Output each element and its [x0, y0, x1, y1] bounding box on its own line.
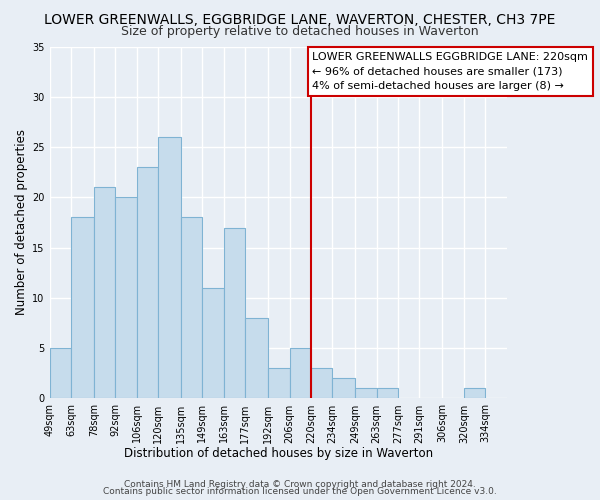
Bar — [377, 388, 398, 398]
Bar — [464, 388, 485, 398]
Bar — [137, 167, 158, 398]
Bar — [94, 188, 115, 398]
Bar — [202, 288, 224, 399]
Text: Size of property relative to detached houses in Waverton: Size of property relative to detached ho… — [121, 25, 479, 38]
Bar — [311, 368, 332, 398]
X-axis label: Distribution of detached houses by size in Waverton: Distribution of detached houses by size … — [124, 447, 433, 460]
Bar — [245, 318, 268, 398]
Bar — [224, 228, 245, 398]
Bar — [115, 198, 137, 398]
Text: LOWER GREENWALLS EGGBRIDGE LANE: 220sqm
← 96% of detached houses are smaller (17: LOWER GREENWALLS EGGBRIDGE LANE: 220sqm … — [313, 52, 589, 91]
Y-axis label: Number of detached properties: Number of detached properties — [15, 130, 28, 316]
Bar — [50, 348, 71, 399]
Bar — [332, 378, 355, 398]
Text: Contains public sector information licensed under the Open Government Licence v3: Contains public sector information licen… — [103, 488, 497, 496]
Bar — [181, 218, 202, 398]
Text: LOWER GREENWALLS, EGGBRIDGE LANE, WAVERTON, CHESTER, CH3 7PE: LOWER GREENWALLS, EGGBRIDGE LANE, WAVERT… — [44, 12, 556, 26]
Bar — [268, 368, 290, 398]
Text: Contains HM Land Registry data © Crown copyright and database right 2024.: Contains HM Land Registry data © Crown c… — [124, 480, 476, 489]
Bar — [158, 137, 181, 398]
Bar — [290, 348, 311, 399]
Bar — [71, 218, 94, 398]
Bar — [355, 388, 377, 398]
